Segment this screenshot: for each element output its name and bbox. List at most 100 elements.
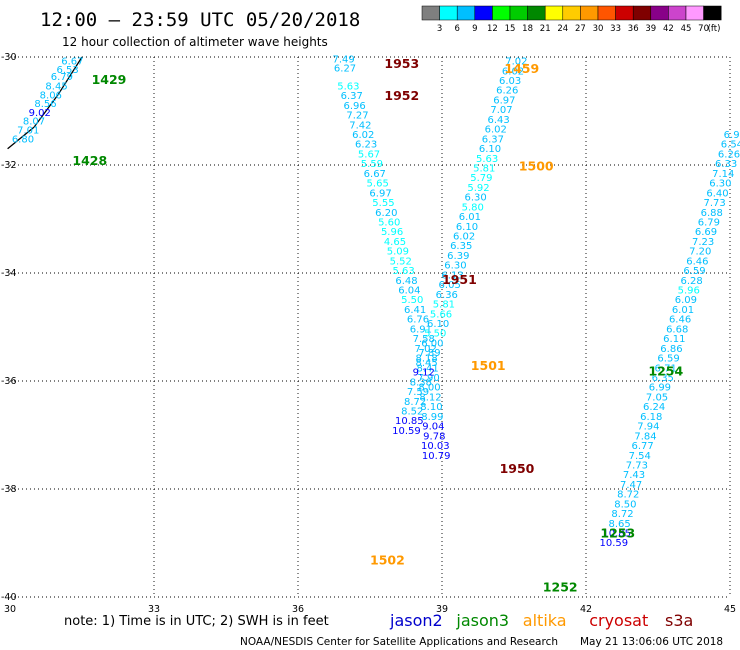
pass-time-label: 1428 (72, 153, 107, 168)
swh-value-label: 7.49 (332, 54, 354, 65)
mission-legend-item: s3a (665, 611, 693, 630)
swh-value-label: 6.79 (51, 72, 73, 83)
swh-value-label: 8.12 (419, 392, 441, 403)
swh-value-label: 6.28 (680, 276, 702, 287)
swh-value-label: 6.48 (395, 276, 417, 287)
swh-value-label: 9.02 (29, 108, 51, 119)
swh-value-label: 6.41 (404, 305, 426, 316)
swh-value-label: 6.03 (499, 76, 521, 87)
swh-value-label: 7.05 (646, 392, 668, 403)
colorbar-tick-label: 70 (698, 24, 709, 34)
swh-value-label: 6.20 (375, 208, 397, 219)
swh-value-label: 5.81 (473, 163, 495, 174)
swh-value-label: 6.18 (640, 412, 662, 423)
swh-value-label: 5.63 (392, 266, 414, 277)
swh-value-label: 10.79 (422, 451, 451, 462)
colorbar-swatch (562, 5, 581, 21)
x-tick-label: 33 (148, 604, 160, 615)
pass-time-label: 1951 (442, 272, 477, 287)
swh-value-label: 6.36 (436, 290, 458, 301)
swh-value-label: 6.10 (427, 319, 449, 330)
colorbar-swatch (421, 5, 440, 21)
y-tick-label: -32 (1, 160, 17, 171)
swh-value-label: 5.59 (361, 159, 383, 170)
swh-value-label: 6.10 (479, 144, 501, 155)
swh-value-label: 6.67 (61, 57, 83, 68)
swh-value-label: 6.71 (655, 363, 677, 374)
swh-value-label: 6.68 (666, 324, 688, 335)
colorbar-swatch (474, 5, 493, 21)
swh-value-label: 5.81 (433, 300, 455, 311)
swh-value-label: 7.73 (626, 460, 648, 471)
pass-time-label: 1459 (504, 61, 539, 76)
pass-time-label: 1950 (500, 461, 535, 476)
x-tick-label: 39 (436, 604, 448, 615)
swh-value-label: 6.02 (352, 130, 374, 141)
swh-value-label: 8.99 (421, 412, 443, 423)
swh-value-label: 7.90 (417, 373, 439, 384)
swh-value-label: 6.97 (369, 188, 391, 199)
swh-value-label: 6.02 (502, 66, 524, 77)
swh-value-label: 6.02 (485, 125, 507, 136)
swh-value-label: 5.63 (337, 81, 359, 92)
swh-value-label: 8.00 (418, 383, 440, 394)
swh-value-label: 10.59 (392, 426, 421, 437)
colorbar-swatch (456, 5, 476, 21)
colorbar-swatch (632, 5, 652, 21)
colorbar-unit-label: (ft) (708, 24, 721, 34)
swh-value-label: 6.30 (464, 193, 486, 204)
colorbar-tick-label: 45 (681, 24, 692, 34)
colorbar-swatch (668, 5, 687, 21)
colorbar-swatch (685, 5, 704, 21)
colorbar-tick-label: 9 (472, 24, 477, 34)
colorbar-swatch (527, 5, 546, 21)
y-tick-label: -40 (1, 592, 17, 603)
colorbar-tick-label: 18 (522, 24, 533, 34)
mission-legend: jason2 jason3 altika cryosat s3a (389, 611, 693, 630)
x-tick-label: 36 (292, 604, 304, 615)
swh-value-label: 6.26 (718, 149, 740, 160)
swh-value-label: 6.97 (493, 95, 515, 106)
swh-value-label: 6.05 (439, 280, 461, 291)
colorbar-swatch (650, 5, 669, 21)
swh-value-label: 6.67 (364, 169, 386, 180)
swh-value-label: 6.35 (652, 373, 674, 384)
swh-value-label: 6.35 (450, 241, 472, 252)
swh-value-label: 6.26 (496, 86, 518, 97)
swh-value-label: 8.72 (617, 490, 639, 501)
swh-value-label: 6.39 (447, 251, 469, 262)
colorbar-tick-label: 6 (454, 24, 459, 34)
plot-grid: 30 33 36 39 42 45 -30 -32 -34 -36 -38 -40 (1, 52, 736, 615)
swh-value-label: 9.12 (413, 368, 435, 379)
pass-time-label: 1429 (92, 72, 127, 87)
y-tick-label: -34 (1, 268, 17, 279)
swh-value-label: 4.65 (384, 237, 406, 248)
mission-legend-item: jason2 (389, 611, 443, 630)
swh-value-label: 7.07 (490, 105, 512, 116)
swh-value-label: 6.33 (715, 159, 737, 170)
swh-value-label: 6.24 (643, 402, 665, 413)
swh-value-label: 8.50 (614, 499, 636, 510)
swh-value-label: 6.01 (459, 212, 481, 223)
swh-value-label: 8.72 (404, 397, 426, 408)
mission-legend-item: altika (523, 611, 567, 630)
swh-value-label: 5.63 (476, 154, 498, 165)
swh-value-label: 6.30 (444, 261, 466, 272)
swh-value-label: 6.69 (695, 227, 717, 238)
swh-value-label: 5.50 (424, 329, 446, 340)
swh-value-label: 10.85 (395, 416, 424, 427)
footer-credit: NOAA/NESDIS Center for Satellite Applica… (240, 636, 558, 648)
swh-value-label: 6.91 (410, 324, 432, 335)
swh-value-label: 6.27 (334, 64, 356, 75)
pass-time-label: 1500 (519, 158, 554, 173)
swh-value-label: 6.40 (706, 188, 728, 199)
swh-value-label: 8.41 (416, 363, 438, 374)
swh-value-label: 7.01 (17, 126, 39, 137)
colorbar-swatch (703, 5, 722, 21)
x-tick-label: 45 (724, 604, 736, 615)
swh-value-label: 5.52 (390, 256, 412, 267)
swh-value-label: 7.02 (415, 344, 437, 355)
swh-value-label: 6.43 (488, 115, 510, 126)
swh-value-label: 5.79 (470, 173, 492, 184)
